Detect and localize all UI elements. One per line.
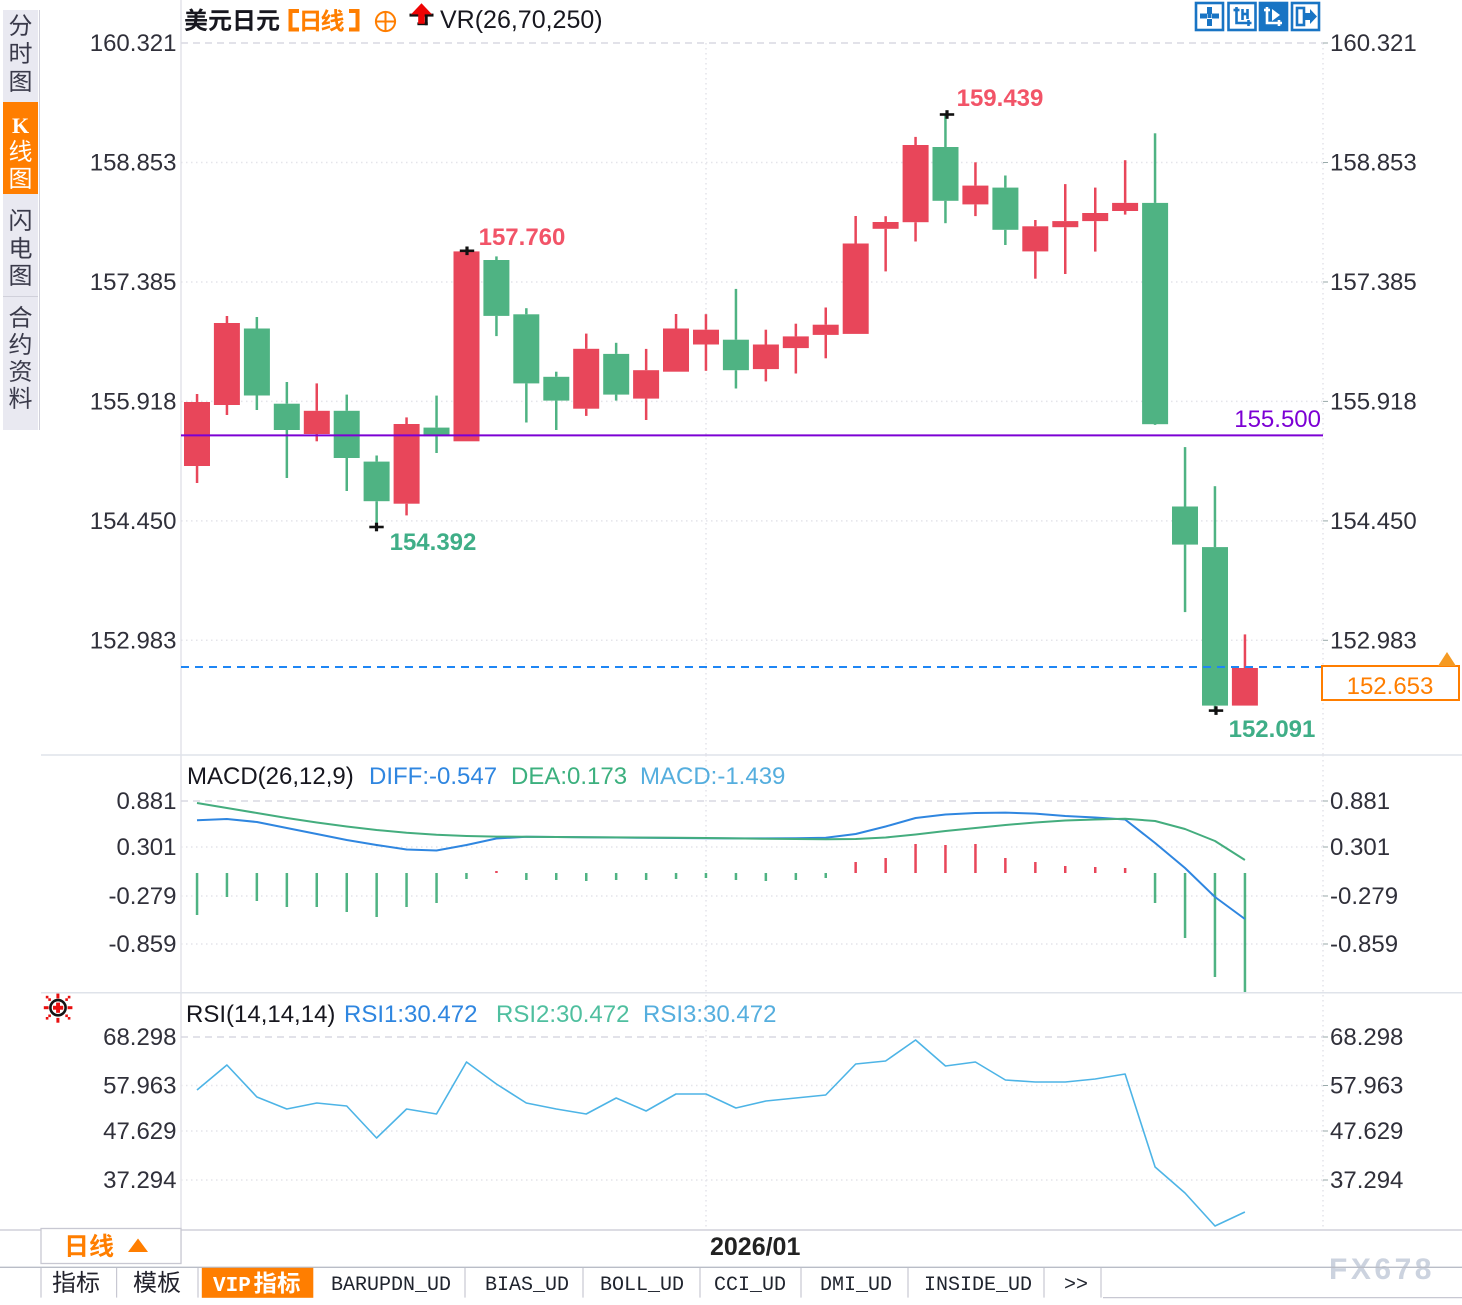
svg-text:57.963: 57.963	[1330, 1073, 1403, 1100]
svg-text:154.392: 154.392	[390, 529, 477, 556]
svg-text:RSI3:30.472: RSI3:30.472	[643, 1001, 776, 1028]
svg-text:152.983: 152.983	[90, 627, 177, 654]
svg-text:BIAS_UD: BIAS_UD	[485, 1274, 569, 1297]
svg-text:152.091: 152.091	[1229, 716, 1316, 743]
svg-text:MACD:-1.439: MACD:-1.439	[640, 763, 785, 790]
svg-text:155.918: 155.918	[90, 388, 177, 415]
svg-text:37.294: 37.294	[103, 1167, 176, 1194]
svg-text:2026/01: 2026/01	[710, 1233, 800, 1261]
svg-text:DIFF:-0.547: DIFF:-0.547	[369, 763, 497, 790]
svg-text:MACD(26,12,9): MACD(26,12,9)	[187, 763, 354, 790]
svg-text:154.450: 154.450	[90, 508, 177, 535]
svg-text:-0.279: -0.279	[1330, 883, 1398, 910]
svg-text:160.321: 160.321	[1330, 30, 1417, 57]
svg-text:0.881: 0.881	[116, 788, 176, 815]
svg-text:BARUPDN_UD: BARUPDN_UD	[331, 1274, 451, 1297]
svg-text:47.629: 47.629	[1330, 1118, 1403, 1145]
svg-text:VIP: VIP	[213, 1275, 251, 1298]
svg-text:INSIDE_UD: INSIDE_UD	[924, 1274, 1032, 1297]
svg-text:BOLL_UD: BOLL_UD	[600, 1274, 684, 1297]
svg-text:DEA:0.173: DEA:0.173	[511, 763, 627, 790]
svg-text:0.301: 0.301	[116, 834, 176, 861]
svg-text:152.983: 152.983	[1330, 627, 1417, 654]
svg-text:-0.859: -0.859	[108, 931, 176, 958]
svg-text:57.963: 57.963	[103, 1073, 176, 1100]
svg-text:-0.279: -0.279	[108, 883, 176, 910]
svg-text:DMI_UD: DMI_UD	[820, 1274, 892, 1297]
svg-text:157.385: 157.385	[1330, 269, 1417, 296]
svg-text:159.439: 159.439	[957, 85, 1044, 112]
svg-text:37.294: 37.294	[1330, 1167, 1403, 1194]
svg-text:0.301: 0.301	[1330, 834, 1390, 861]
svg-text:68.298: 68.298	[1330, 1024, 1403, 1051]
svg-text:160.321: 160.321	[90, 30, 177, 57]
svg-text:RSI(14,14,14): RSI(14,14,14)	[186, 1001, 335, 1028]
svg-text:>>: >>	[1064, 1274, 1088, 1297]
svg-text:VR(26,70,250): VR(26,70,250)	[440, 6, 603, 34]
svg-text:154.450: 154.450	[1330, 508, 1417, 535]
svg-text:157.760: 157.760	[479, 224, 566, 251]
svg-text:RSI2:30.472: RSI2:30.472	[496, 1001, 629, 1028]
svg-text:155.918: 155.918	[1330, 388, 1417, 415]
svg-text:152.653: 152.653	[1347, 673, 1434, 700]
svg-text:158.853: 158.853	[90, 150, 177, 177]
svg-text:157.385: 157.385	[90, 269, 177, 296]
svg-text:68.298: 68.298	[103, 1024, 176, 1051]
svg-text:47.629: 47.629	[103, 1118, 176, 1145]
svg-text:RSI1:30.472: RSI1:30.472	[344, 1001, 477, 1028]
svg-text:0.881: 0.881	[1330, 788, 1390, 815]
svg-text:K: K	[12, 113, 29, 138]
svg-text:CCI_UD: CCI_UD	[714, 1274, 786, 1297]
svg-text:155.500: 155.500	[1234, 406, 1321, 433]
svg-text:158.853: 158.853	[1330, 150, 1417, 177]
svg-text:-0.859: -0.859	[1330, 931, 1398, 958]
svg-text:FX678: FX678	[1329, 1253, 1435, 1286]
